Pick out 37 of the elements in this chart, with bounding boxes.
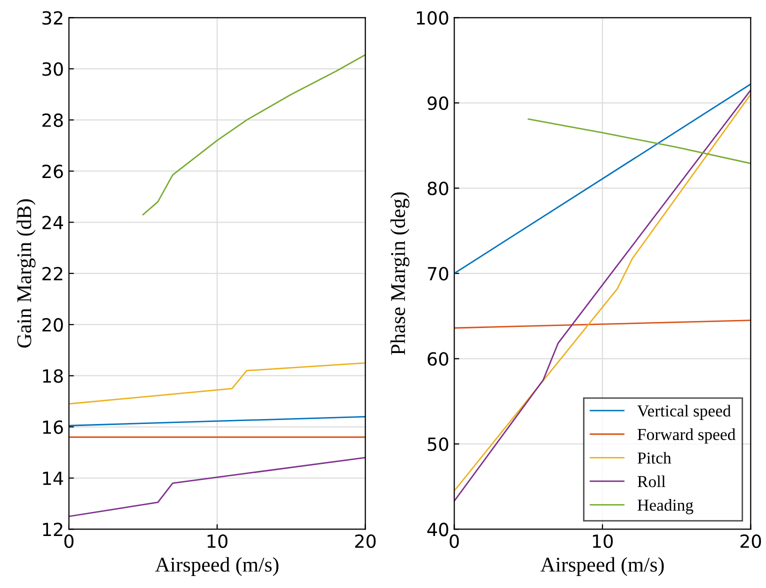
y-tick-label: 12 (43, 522, 62, 536)
x-tick-label: 0 (450, 534, 459, 548)
y-tick-label: 80 (428, 182, 448, 196)
legend-label: Heading (638, 499, 694, 514)
x-tick-label: 20 (740, 534, 761, 548)
x-tick-label: 10 (208, 534, 228, 548)
y-tick-label: 100 (416, 11, 448, 25)
y-tick-label: 22 (42, 266, 62, 280)
legend-label: Pitch (638, 452, 672, 464)
line-series (68, 456, 366, 518)
y-tick-label: 30 (42, 62, 63, 76)
legend-label: Roll (638, 475, 666, 488)
y-tick-label: 70 (428, 266, 448, 281)
y-tick-label: 26 (42, 164, 63, 178)
y-tick-label: 60 (428, 352, 448, 366)
y-tick-label: 14 (43, 472, 64, 485)
line-series (142, 54, 366, 216)
line-series (528, 118, 751, 164)
legend-label: Vertical speed (637, 404, 731, 420)
y-tick-label: 24 (42, 216, 64, 230)
legend-label: Forward speed (638, 428, 736, 444)
y-tick-label: 50 (428, 437, 448, 452)
y-tick-label: 18 (43, 369, 63, 383)
y-axis-title: Phase Margin (deg) (390, 192, 410, 355)
y-axis-title: Gain Margin (dB) (16, 199, 36, 348)
y-tick-label: 28 (42, 113, 63, 128)
y-tick-label: 40 (427, 522, 448, 536)
line-series (68, 362, 366, 405)
y-tick-label: 90 (428, 96, 448, 110)
y-tick-label: 16 (43, 420, 63, 434)
x-tick-label: 20 (355, 534, 376, 548)
x-axis-title: Airspeed (m/s) (540, 557, 664, 576)
y-tick-label: 32 (42, 11, 62, 25)
x-tick-label: 0 (64, 534, 74, 548)
x-tick-label: 10 (592, 534, 613, 548)
x-axis-title: Airspeed (m/s) (155, 557, 278, 576)
y-tick-label: 20 (42, 318, 63, 332)
